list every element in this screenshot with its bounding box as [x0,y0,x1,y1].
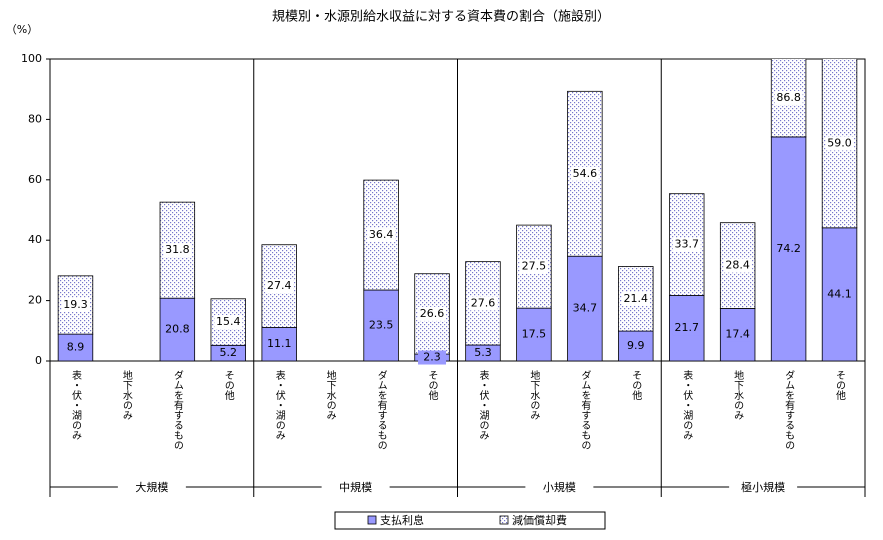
group-label: 極小規模 [741,480,785,494]
bar-segment [770,59,807,138]
data-label: 33.7 [674,238,699,251]
data-label: 21.7 [674,321,699,334]
label-bg [825,136,854,151]
data-label: 17.4 [725,328,750,341]
label-bg [265,337,294,352]
label-bg [418,306,447,321]
label-bg [723,258,752,273]
data-label: 31.8 [165,243,190,256]
data-label: 9.9 [627,339,645,352]
data-label: 27.5 [522,260,547,273]
label-bg [774,241,803,256]
x-tick-label: 地下水のみ [120,369,132,420]
y-tick-label: 20 [28,294,42,307]
label-bg [418,350,447,365]
x-tick-label: 地下水のみ [324,369,336,420]
data-label: 28.4 [725,259,750,272]
label-bg [214,315,243,330]
group-label: 大規模 [135,480,168,494]
label-bg [621,291,650,306]
label-bg [570,301,599,316]
x-tick-label: 表・伏・湖のみ [681,369,693,440]
data-label: 26.6 [420,307,445,320]
data-label: 23.5 [369,319,394,332]
data-label: 27.4 [267,279,292,292]
x-tick-label: その他 [834,370,846,401]
data-label: 86.8 [776,91,801,104]
chart-title: 規模別・水源別給水収益に対する資本費の割合（施設別） [272,9,610,25]
group-label-bg [525,479,594,495]
group-label: 小規模 [543,480,576,494]
label-bg [672,237,701,252]
label-bg [214,346,243,361]
x-tick-label: ダムを有するもの [375,370,387,450]
label-bg [774,90,803,105]
data-label: 20.8 [165,323,190,336]
y-tick-label: 100 [21,52,42,65]
label-bg [163,322,192,337]
data-label: 5.2 [220,346,238,359]
data-label: 36.4 [369,228,394,241]
x-tick-label: 表・伏・湖のみ [69,369,81,440]
legend-swatch [499,515,509,525]
y-tick-label: 60 [28,173,42,186]
label-bg [570,166,599,181]
label-bg [468,296,497,311]
label-bg [367,318,396,333]
x-tick-label: ダムを有するもの [783,370,795,450]
x-tick-label: ダムを有するもの [171,370,183,450]
label-bg [723,327,752,342]
legend-label: 減価償却費 [512,513,567,527]
y-axis-label: （%） [6,23,38,36]
data-label: 34.7 [573,302,598,315]
data-label: 2.3 [423,351,441,364]
y-tick-label: 80 [28,112,42,125]
x-tick-label: 表・伏・湖のみ [273,369,285,440]
legend-swatch [367,515,377,525]
y-tick-label: 40 [28,233,42,246]
x-tick-label: ダムを有するもの [579,370,591,450]
x-tick-label: その他 [426,370,438,401]
data-label: 27.6 [471,296,496,309]
x-tick-label: 地下水のみ [732,369,744,420]
group-label-bg [117,479,186,495]
data-label: 19.3 [63,298,88,311]
label-bg [163,243,192,258]
data-label: 8.9 [67,341,85,354]
data-label: 59.0 [827,136,852,149]
label-bg [367,228,396,243]
label-bg [468,345,497,360]
label-bg [61,340,90,355]
data-label: 11.1 [267,337,292,350]
data-label: 44.1 [827,287,852,300]
label-bg [519,327,548,342]
group-label: 中規模 [339,480,372,494]
data-label: 17.5 [522,328,547,341]
data-label: 15.4 [216,315,241,328]
data-label: 54.6 [573,167,598,180]
label-bg [825,287,854,302]
x-tick-label: 表・伏・湖のみ [477,369,489,440]
data-label: 21.4 [624,292,649,305]
x-tick-label: その他 [630,370,642,401]
data-label: 74.2 [776,242,801,255]
legend [334,511,606,530]
group-label-bg [729,479,798,495]
label-bg [265,279,294,294]
label-bg [519,259,548,274]
label-bg [61,297,90,312]
data-label: 5.3 [474,346,492,359]
group-label-bg [321,479,390,495]
x-tick-label: その他 [222,370,234,401]
label-bg [621,339,650,354]
x-tick-label: 地下水のみ [528,369,540,420]
label-bg [672,321,701,336]
legend-label: 支払利息 [380,513,424,527]
y-tick-label: 0 [35,354,42,367]
